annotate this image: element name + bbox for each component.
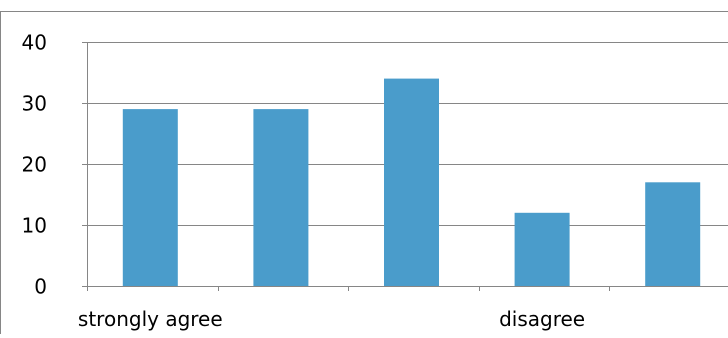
y-tick-label-0: 0 [34, 275, 47, 299]
bars [123, 79, 700, 286]
chart-border [1, 12, 728, 335]
y-tick-label-20: 20 [22, 153, 47, 177]
x-category-label: disagree [499, 307, 585, 331]
x-category-label: strongly agree [78, 307, 223, 331]
y-tick-label-40: 40 [22, 31, 47, 55]
y-tick-label-10: 10 [22, 214, 47, 238]
y-tick-label-30: 30 [22, 92, 47, 116]
bar-4 [645, 182, 700, 286]
x-category-labels: strongly agree disagree [78, 307, 585, 331]
bar-3 [515, 213, 570, 286]
bar-0 [123, 109, 178, 286]
bar-2 [384, 79, 439, 286]
bar-1 [253, 109, 308, 286]
y-tick-labels: 0 10 20 30 40 [22, 31, 47, 299]
